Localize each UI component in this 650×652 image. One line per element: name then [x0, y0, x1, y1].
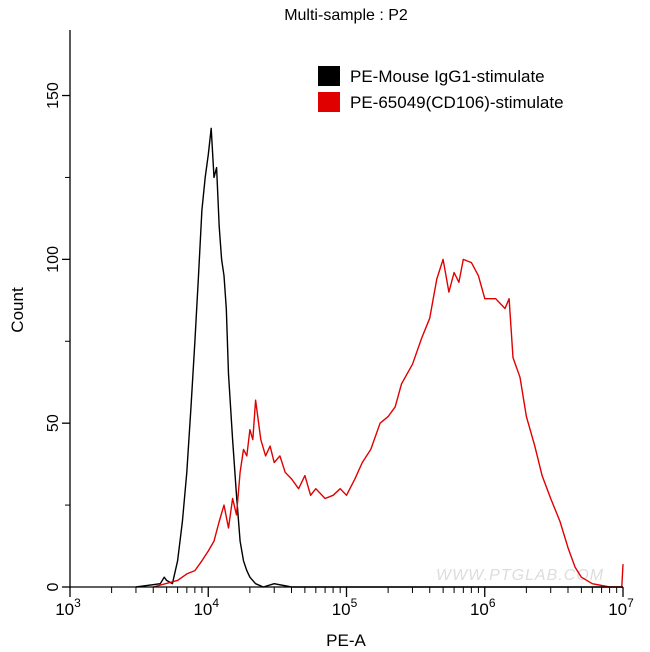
- legend: PE-Mouse IgG1-stimulate PE-65049(CD106)-s…: [318, 66, 564, 112]
- legend-swatch: [318, 92, 340, 112]
- x-tick-label: 107: [608, 596, 634, 619]
- y-tick-label: 150: [45, 82, 62, 109]
- watermark: WWW.PTGLAB.COM: [436, 567, 604, 584]
- y-tick-label: 100: [45, 246, 62, 273]
- x-tick-label: 103: [55, 596, 81, 619]
- y-axis-label: Count: [8, 287, 27, 333]
- legend-label: PE-Mouse IgG1-stimulate: [350, 67, 545, 86]
- y-tick-label: 0: [45, 582, 62, 591]
- x-tick-label: 104: [193, 596, 219, 619]
- y-tick-label: 50: [45, 414, 62, 432]
- x-axis-label: PE-A: [326, 631, 366, 650]
- x-tick-label: 106: [470, 596, 496, 619]
- legend-label: PE-65049(CD106)-stimulate: [350, 93, 564, 112]
- chart-title: Multi-sample : P2: [284, 7, 408, 24]
- series-line-1: [135, 127, 623, 588]
- series-line-2: [153, 258, 624, 588]
- legend-swatch: [318, 66, 340, 86]
- x-tick-label: 105: [332, 596, 358, 619]
